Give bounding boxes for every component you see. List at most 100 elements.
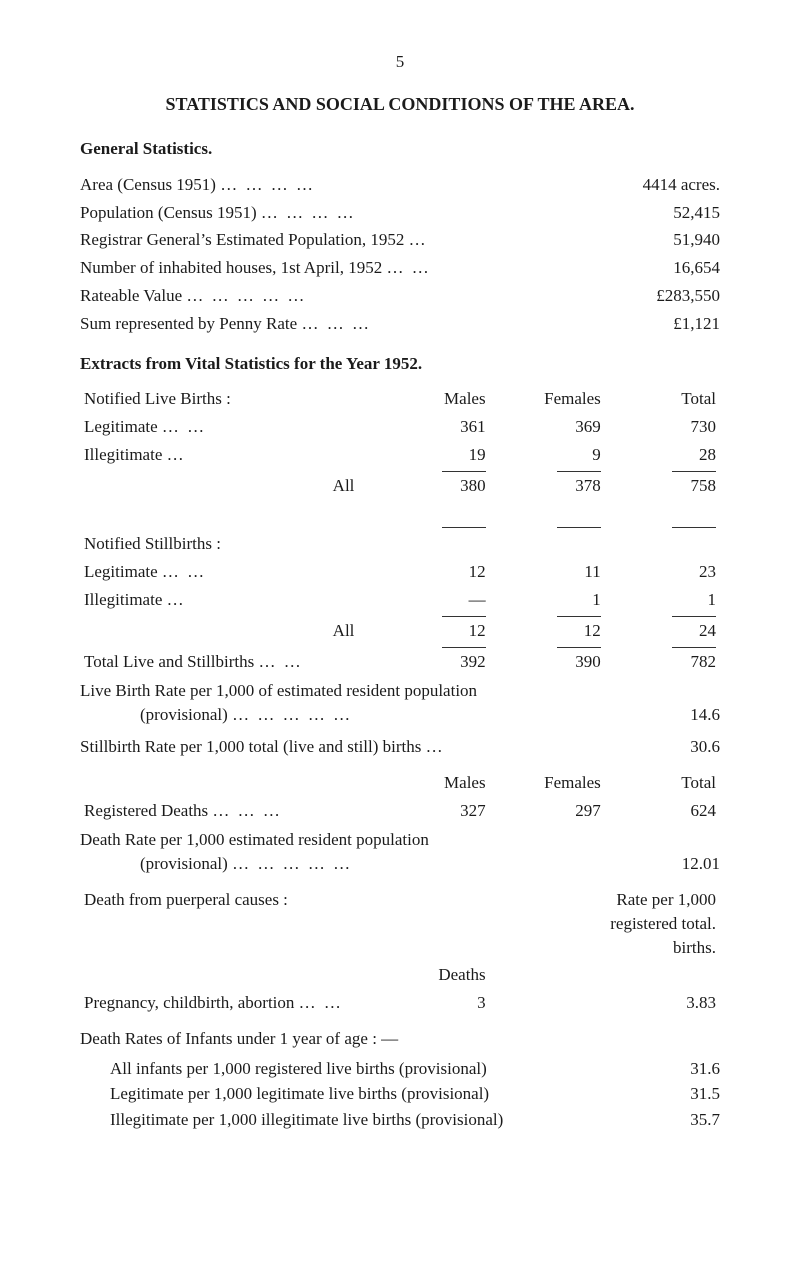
section-heading: Extracts from Vital Statistics for the Y… — [80, 352, 720, 376]
cell: 730 — [605, 413, 720, 441]
cell: 11 — [490, 558, 605, 586]
item-label: Legitimate per 1,000 legitimate live bir… — [110, 1084, 489, 1103]
general-stats-table: Area (Census 1951) … … … … 4414 acres. P… — [80, 171, 720, 338]
rate-text: (provisional) — [80, 705, 228, 724]
cell: 327 — [374, 797, 489, 825]
col-header: Females — [490, 769, 605, 797]
item-label: Illegitimate per 1,000 illegitimate live… — [110, 1110, 503, 1129]
rate-header: births. — [673, 938, 716, 957]
dots: … — [426, 737, 445, 756]
col-header: Males — [374, 385, 489, 413]
page-title: STATISTICS AND SOCIAL CONDITIONS OF THE … — [80, 92, 720, 117]
dots: … … — [162, 562, 206, 581]
data-row: Illegitimate … — 1 1 — [80, 586, 720, 614]
group-title: Notified Live Births : — [80, 385, 374, 413]
dots: … … … … — [220, 175, 315, 194]
rate-value: 30.6 — [690, 735, 720, 759]
rate-header: Rate per 1,000 — [616, 890, 716, 909]
cell: 3 — [374, 989, 489, 1017]
stat-value: 52,415 — [528, 199, 720, 227]
stat-label: Sum represented by Penny Rate — [80, 314, 297, 333]
rate-line: Stillbirth Rate per 1,000 total (live an… — [80, 735, 720, 759]
data-row: Illegitimate … 19 9 28 — [80, 441, 720, 469]
dots: … — [167, 445, 186, 464]
col-header: Males — [374, 769, 489, 797]
row-label: Death from puerperal causes : — [80, 886, 374, 961]
col-header: Total — [605, 385, 720, 413]
col-header: Total — [605, 769, 720, 797]
stat-row: Population (Census 1951) … … … … 52,415 — [80, 199, 720, 227]
stat-value: £1,121 — [528, 310, 720, 338]
data-row: Pregnancy, childbirth, abortion … … 3 3.… — [80, 989, 720, 1017]
page-number: 5 — [80, 50, 720, 74]
list-item: Illegitimate per 1,000 illegitimate live… — [110, 1108, 720, 1132]
stat-label: Registrar General’s Estimated Population… — [80, 230, 404, 249]
row-label: Legitimate — [84, 562, 158, 581]
subsection-heading: Death Rates of Infants under 1 year of a… — [80, 1027, 720, 1051]
rate-line: Live Birth Rate per 1,000 of estimated r… — [80, 679, 720, 727]
stat-row: Registrar General’s Estimated Population… — [80, 226, 720, 254]
list-item: Legitimate per 1,000 legitimate live bir… — [110, 1082, 720, 1106]
stat-row: Number of inhabited houses, 1st April, 1… — [80, 254, 720, 282]
cell: 297 — [490, 797, 605, 825]
cell: 361 — [374, 413, 489, 441]
rate-header: registered total. — [610, 914, 716, 933]
dots: … — [409, 230, 428, 249]
cell: 23 — [605, 558, 720, 586]
row-label: Illegitimate — [84, 445, 162, 464]
rule-row — [80, 500, 720, 531]
dots: … … — [299, 993, 343, 1012]
stat-value: 4414 acres. — [528, 171, 720, 199]
dots: … — [167, 590, 186, 609]
dots: … … — [386, 258, 430, 277]
cell: 758 — [672, 471, 716, 498]
list-item: All infants per 1,000 registered live bi… — [110, 1057, 720, 1081]
rate-value: 12.01 — [682, 852, 720, 876]
item-label: All infants per 1,000 registered live bi… — [110, 1059, 487, 1078]
header-row: Males Females Total — [80, 769, 720, 797]
rate-value: 14.6 — [690, 703, 720, 727]
header-row: Deaths — [80, 961, 720, 989]
stat-row: Area (Census 1951) … … … … 4414 acres. — [80, 171, 720, 199]
row-label: Illegitimate — [84, 590, 162, 609]
rate-text: Stillbirth Rate per 1,000 total (live an… — [80, 737, 421, 756]
rate-text: Live Birth Rate per 1,000 of estimated r… — [80, 681, 477, 700]
all-label: All — [80, 614, 374, 645]
item-value: 35.7 — [690, 1108, 720, 1132]
cell: 380 — [442, 471, 486, 498]
cell: 1 — [490, 586, 605, 614]
dots: … … … — [301, 314, 371, 333]
dots: … … … … … — [232, 854, 352, 873]
stat-value: 16,654 — [528, 254, 720, 282]
cell: 3.83 — [490, 989, 720, 1017]
rate-text: Death Rate per 1,000 estimated resident … — [80, 830, 429, 849]
vital-stats-table: Notified Live Births : Males Females Tot… — [80, 385, 720, 675]
subtotal-row: All 380 378 758 — [80, 469, 720, 500]
col-header: Deaths — [374, 961, 489, 989]
data-row: Legitimate … … 361 369 730 — [80, 413, 720, 441]
cell: 24 — [672, 616, 716, 643]
dots: … … — [258, 652, 302, 671]
cell: 624 — [605, 797, 720, 825]
puerperal-table: Death from puerperal causes : Rate per 1… — [80, 886, 720, 1017]
total-row: Total Live and Stillbirths … … 392 390 7… — [80, 645, 720, 676]
stat-label: Rateable Value — [80, 286, 182, 305]
cell: — — [374, 586, 489, 614]
dots: … … … … … — [186, 286, 306, 305]
cell: 378 — [557, 471, 601, 498]
subtotal-row: All 12 12 24 — [80, 614, 720, 645]
cell: 369 — [490, 413, 605, 441]
stat-row: Rateable Value … … … … … £283,550 — [80, 282, 720, 310]
row-label: Pregnancy, childbirth, abortion — [84, 993, 294, 1012]
cell: 390 — [557, 647, 601, 674]
item-value: 31.5 — [690, 1082, 720, 1106]
cell: 9 — [490, 441, 605, 469]
cell: 782 — [672, 647, 716, 674]
dots: … … — [162, 417, 206, 436]
cell: 1 — [605, 586, 720, 614]
dots: … … … — [212, 801, 282, 820]
row-label: Registered Deaths — [84, 801, 208, 820]
rate-text: (provisional) — [80, 854, 228, 873]
stat-row: Sum represented by Penny Rate … … … £1,1… — [80, 310, 720, 338]
stat-value: 51,940 — [528, 226, 720, 254]
